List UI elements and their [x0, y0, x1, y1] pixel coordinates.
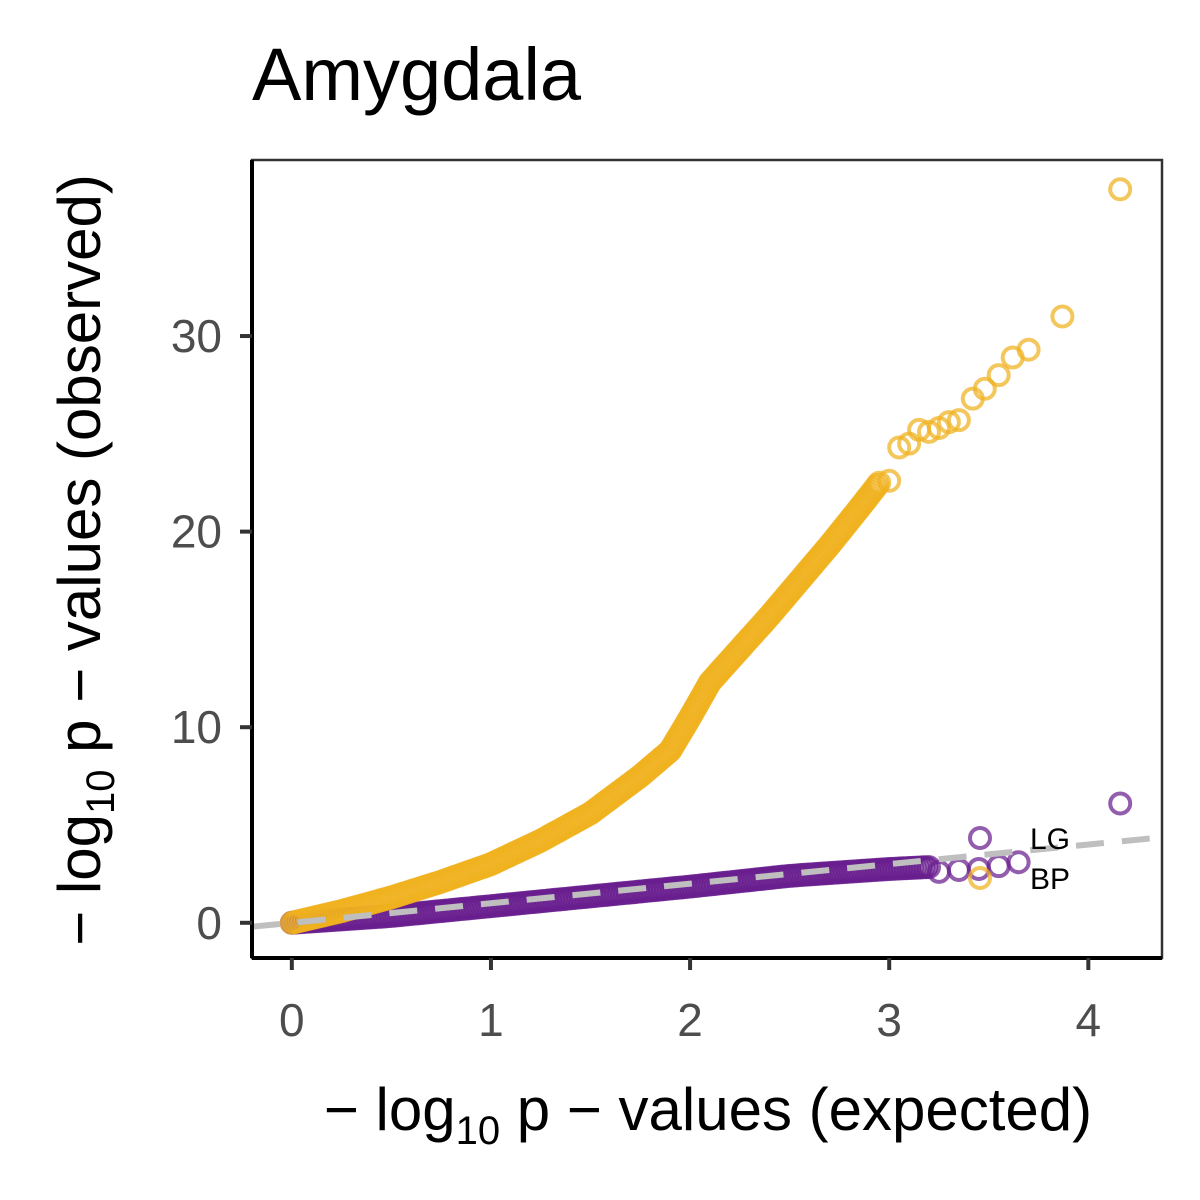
x-tick-label: 2 [677, 994, 703, 1046]
legend-key-bp [968, 866, 992, 890]
x-axis-title-suffix: p − values (expected) [500, 1076, 1092, 1143]
point-bp [1108, 177, 1133, 202]
point-bp [946, 408, 971, 433]
point-lg [1108, 791, 1133, 816]
plot-panel-border [250, 158, 1164, 960]
y-tick-label: 20 [171, 506, 222, 558]
point-bp [867, 470, 892, 495]
legend: LG BP [968, 823, 1070, 896]
y-tick-label: 30 [171, 310, 222, 362]
point-lg [946, 858, 971, 882]
point-bp [1050, 304, 1075, 329]
x-tick-label: 0 [279, 994, 305, 1046]
x-tick-label: 3 [876, 994, 902, 1046]
y-axis-title-subscript: 10 [79, 770, 123, 815]
y-ticks: 0 10 20 30 [171, 310, 252, 949]
x-tick-label: 4 [1076, 994, 1102, 1046]
point-bp [986, 363, 1011, 388]
y-tick-label: 0 [196, 897, 222, 949]
point-bp [936, 410, 961, 435]
x-axis-title-subscript: 10 [456, 1109, 501, 1153]
legend-label-lg: LG [1030, 823, 1070, 856]
point-bp [1016, 337, 1041, 362]
points-layer [279, 177, 1133, 935]
legend-label-bp: BP [1030, 863, 1070, 896]
y-axis-title: − log10 p − values (observed) [46, 174, 123, 946]
reference-diagonal-line [251, 834, 1163, 930]
x-axis-title-prefix: − log [324, 1076, 456, 1143]
point-lg [986, 854, 1011, 879]
point-lg [1006, 850, 1031, 875]
reference-line-layer [251, 834, 1163, 930]
x-axis-title: − log10 p − values (expected) [324, 1076, 1092, 1153]
y-axis-title-prefix: − log [46, 814, 113, 946]
point-bp [877, 468, 902, 493]
y-tick-label: 10 [171, 701, 222, 753]
point-bp [972, 376, 997, 401]
x-tick-label: 1 [478, 994, 504, 1046]
chart-title: Amygdala [252, 33, 582, 116]
y-axis-title-suffix: p − values (observed) [46, 174, 113, 769]
legend-key-lg [968, 826, 992, 850]
x-ticks: 0 1 2 3 4 [279, 958, 1101, 1046]
